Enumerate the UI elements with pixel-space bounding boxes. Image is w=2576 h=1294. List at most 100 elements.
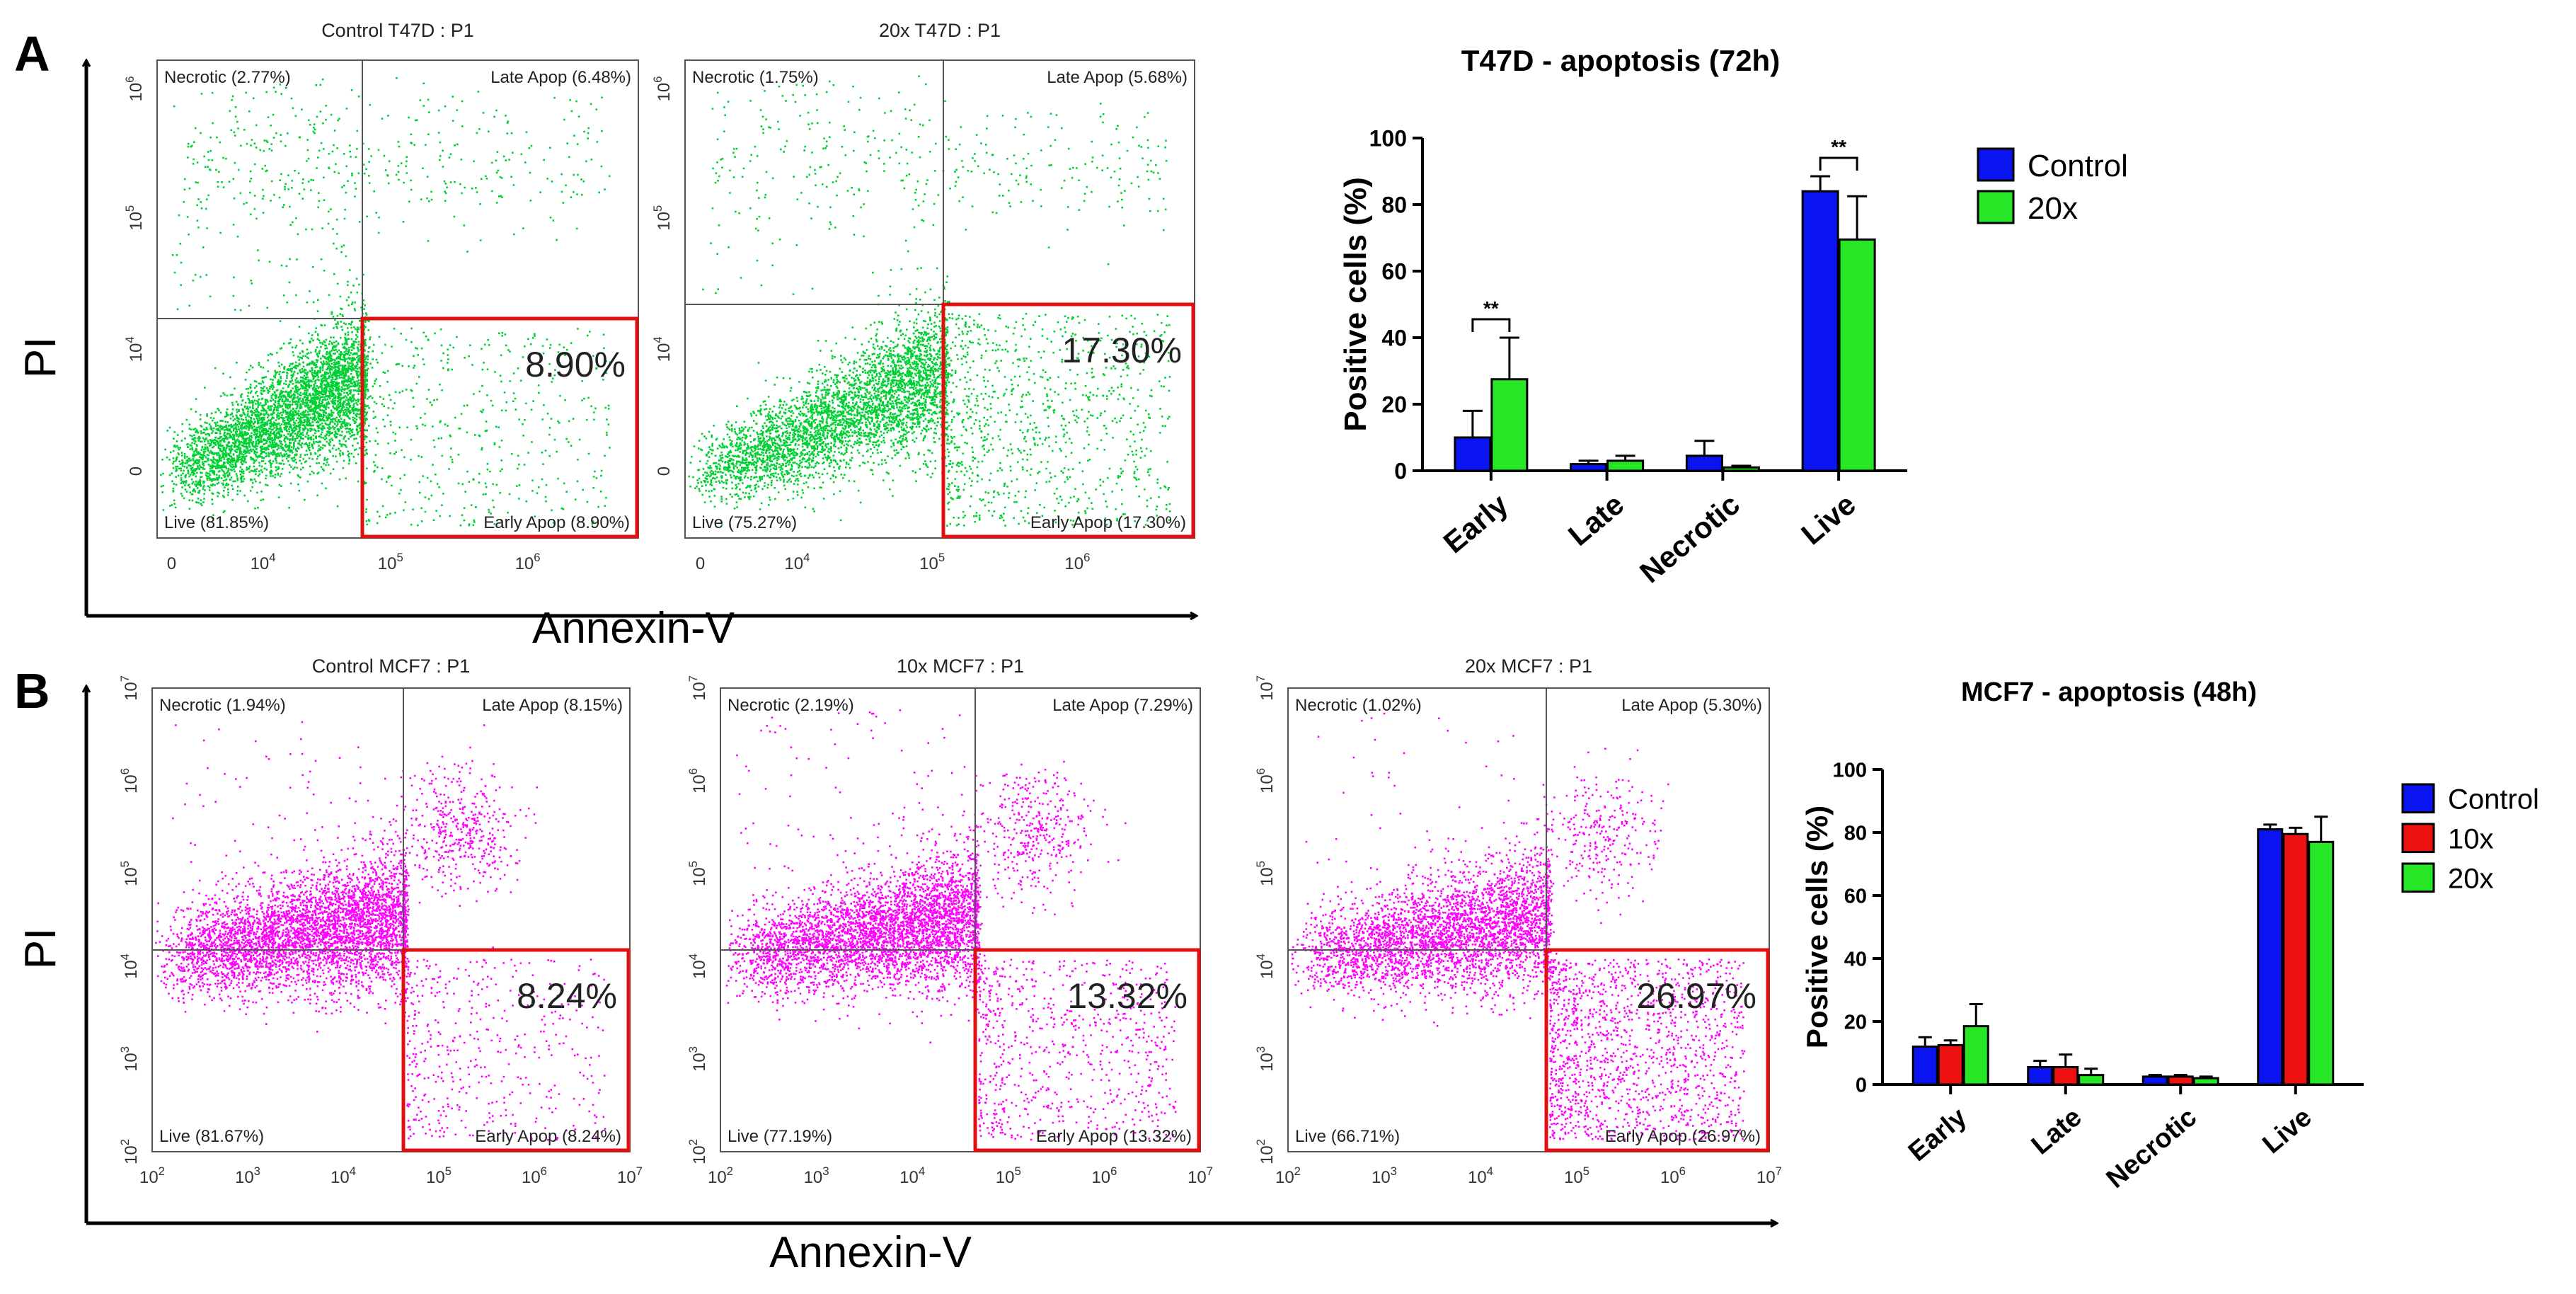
y-tick-label: 20 (1381, 392, 1407, 418)
category-label-late: Late (2026, 1102, 2088, 1160)
y-tick-label: 0 (655, 466, 674, 476)
y-axis-label: Positive cells (%) (1800, 806, 1834, 1048)
y-tick-label: 102 (1254, 1139, 1277, 1164)
x-tick-label: 103 (804, 1164, 829, 1187)
x-tick-label: 106 (1660, 1164, 1686, 1187)
bar-control-late (2027, 1066, 2054, 1086)
bar-chart-mcf7: MCF7 - apoptosis (48h) Positive cells (%)… (1800, 677, 2539, 1194)
flow-plot-title: 10x MCF7 : P1 (897, 655, 1024, 677)
y-tick-label: 0 (1394, 459, 1407, 484)
legend-label-20x: 20x (2028, 191, 2078, 226)
bar-chart-t47d: T47D - apoptosis (72h) Positive cells (%)… (1338, 44, 2128, 589)
x-tick-label: 102 (139, 1164, 165, 1187)
significance-marker: ** (1483, 297, 1499, 319)
y-tick-label: 105 (1254, 861, 1277, 886)
quadrant-label-late: Late Apop (5.68%) (1047, 68, 1188, 87)
bar-20x-late (2078, 1074, 2105, 1086)
legend-swatch-20x (2401, 862, 2435, 893)
highlight-percentage: 17.30% (1062, 331, 1182, 370)
y-tick-label: 107 (118, 675, 141, 701)
flow-plot-20x-mcf7: 20x MCF7 : P1 Necrotic (1.02%) Late Apop (… (1254, 655, 1782, 1187)
bar-10x-live (2282, 832, 2309, 1086)
bar-control-early (1911, 1046, 1938, 1086)
x-tick-label: 105 (919, 551, 945, 573)
dot-cloud (725, 709, 1177, 1141)
flow-plot-title: 20x MCF7 : P1 (1465, 655, 1592, 677)
category-label-live: Live (1795, 487, 1862, 551)
legend-swatch-control (2401, 783, 2435, 814)
x-tick-label: 107 (617, 1164, 643, 1187)
y-tick-label: 107 (686, 675, 709, 701)
quadrant-label-early: Early Apop (13.32%) (1036, 1127, 1192, 1146)
quadrant-label-live: Live (75.27%) (692, 513, 797, 532)
plot-frame (684, 59, 1195, 539)
bar-20x-late (1606, 459, 1645, 472)
y-tick-label: 105 (123, 205, 146, 231)
y-tick-label: 104 (651, 336, 674, 362)
bar-20x-live (1838, 238, 1876, 472)
y-tick-label: 103 (686, 1046, 709, 1072)
early-apoptosis-gate (941, 302, 1195, 539)
panel-b: B PI Annexin-V Control MCF7 : P1 Necrotic… (14, 655, 2539, 1277)
y-tick-label: 60 (1844, 885, 1867, 907)
highlight-percentage: 13.32% (1067, 976, 1188, 1016)
x-tick-label: 102 (708, 1164, 733, 1187)
y-tick-label: 104 (1254, 954, 1277, 979)
x-tick-label: 106 (1091, 1164, 1117, 1187)
panel-b-y-label: PI (16, 928, 65, 970)
x-tick-label: 107 (1756, 1164, 1782, 1187)
category-label-necrotic: Necrotic (2101, 1102, 2202, 1194)
category-label-early: Early (1437, 487, 1514, 559)
bar-20x-early (1962, 1025, 1989, 1086)
quadrant-label-early: Early Apop (8.90%) (483, 513, 630, 532)
flow-plot-control-t47d: Control T47D : P1 Necrotic (2.77%) Late Ap… (123, 20, 639, 573)
legend-swatch-20x (1977, 190, 2015, 224)
significance-bracket (1471, 318, 1511, 332)
y-tick-label: 100 (1833, 759, 1867, 781)
early-apoptosis-gate (401, 948, 631, 1152)
bar-control-late (1570, 463, 1608, 472)
bar-control-early (1454, 436, 1492, 472)
panel-b-letter: B (14, 663, 50, 718)
plot-frame (1287, 687, 1770, 1152)
quadrant-label-late: Late Apop (6.48%) (490, 68, 631, 87)
legend-label-control: Control (2028, 149, 2128, 183)
dot-cloud (1291, 712, 1746, 1141)
bar-control-necrotic (1685, 454, 1723, 472)
x-tick-label: 102 (1275, 1164, 1301, 1187)
y-tick-label: 106 (123, 76, 146, 101)
bar-control-necrotic (2141, 1075, 2168, 1086)
x-tick-label: 104 (251, 551, 276, 573)
panel-a-x-label: Annexin-V (532, 604, 735, 653)
quadrant-label-late: Late Apop (5.30%) (1621, 696, 1762, 715)
x-tick-label: 105 (996, 1164, 1021, 1187)
category-label-late: Late (1562, 487, 1630, 552)
panel-a: A PI Annexin-V Control T47D : P1 Necrotic… (14, 20, 2128, 653)
x-tick-label: 104 (899, 1164, 925, 1187)
x-tick-label: 107 (1188, 1164, 1213, 1187)
flow-plot-title: Control T47D : P1 (321, 20, 474, 41)
x-tick-label: 103 (235, 1164, 260, 1187)
dot-cloud (155, 721, 606, 1141)
y-tick-label: 104 (118, 954, 141, 979)
y-tick-label: 105 (118, 861, 141, 886)
bar-20x-early (1490, 378, 1529, 472)
y-tick-label: 106 (651, 76, 674, 101)
highlight-percentage: 26.97% (1636, 976, 1756, 1016)
y-tick-label: 60 (1381, 259, 1407, 285)
flow-plot-control-mcf7: Control MCF7 : P1 Necrotic (1.94%) Late Ap… (118, 655, 643, 1187)
dot-cloud (160, 77, 611, 527)
bar-20x-live (2308, 840, 2335, 1086)
early-apoptosis-gate (1544, 948, 1770, 1152)
y-tick-label: 40 (1844, 948, 1867, 970)
y-tick-label: 20 (1844, 1011, 1867, 1034)
y-tick-label: 103 (118, 1046, 141, 1072)
chart-title: MCF7 - apoptosis (48h) (1961, 677, 2257, 707)
y-tick-label: 103 (1254, 1046, 1277, 1072)
quadrant-label-early: Early Apop (17.30%) (1030, 513, 1186, 532)
bar-control-live (2257, 828, 2284, 1086)
x-tick-label: 0 (696, 554, 705, 573)
highlight-percentage: 8.90% (525, 345, 626, 384)
legend-label-control: Control (2448, 784, 2539, 815)
quadrant-label-necrotic: Necrotic (1.94%) (159, 696, 286, 715)
